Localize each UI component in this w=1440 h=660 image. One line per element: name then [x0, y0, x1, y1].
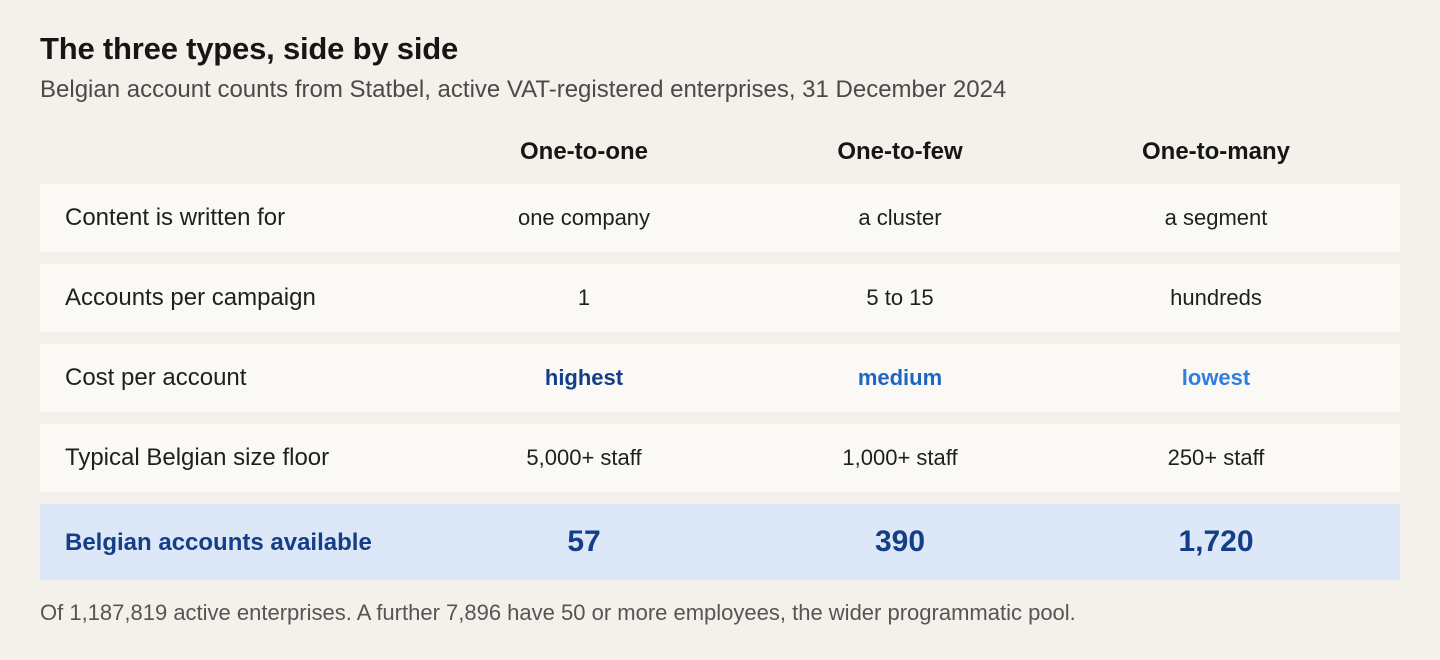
table-row-accounts-available: Belgian accounts available 57 390 1,720 [40, 504, 1400, 580]
page-title: The three types, side by side [40, 31, 459, 66]
table-cell: 1,000+ staff [842, 445, 958, 470]
total-value: 57 [567, 525, 601, 558]
cost-cell-lowest: lowest [1181, 365, 1251, 390]
row-label: Cost per account [65, 364, 247, 391]
table-row-cost-per-account: Cost per account highest medium lowest [40, 344, 1400, 412]
column-header-one-to-many: One-to-many [1141, 138, 1290, 165]
table-cell: a cluster [858, 205, 942, 230]
row-label: Typical Belgian size floor [65, 444, 330, 471]
table-row-size-floor: Typical Belgian size floor 5,000+ staff … [40, 424, 1400, 492]
total-value: 390 [874, 525, 926, 558]
column-headers: One-to-one One-to-few One-to-many [40, 138, 1400, 172]
table-cell: one company [517, 205, 651, 230]
cost-cell-medium: medium [857, 365, 943, 390]
row-label: Content is written for [65, 204, 286, 231]
table-cell: 5,000+ staff [526, 445, 642, 470]
column-header-one-to-one: One-to-one [520, 138, 648, 165]
table-row-accounts-per-campaign: Accounts per campaign 1 5 to 15 hundreds [40, 264, 1400, 332]
column-header-one-to-few: One-to-few [837, 138, 963, 165]
table-cell: 5 to 15 [866, 285, 934, 310]
total-row-label: Belgian accounts available [65, 529, 372, 556]
table-cell: hundreds [1170, 285, 1262, 310]
footnote: Of 1,187,819 active enterprises. A furth… [40, 600, 1076, 625]
table-cell: 250+ staff [1167, 445, 1265, 470]
row-label: Accounts per campaign [65, 284, 316, 311]
table-cell: a segment [1164, 205, 1268, 230]
table-row-content-written-for: Content is written for one company a clu… [40, 184, 1400, 252]
page-subtitle: Belgian account counts from Statbel, act… [40, 76, 1007, 103]
table-cell: 1 [577, 285, 591, 310]
total-value: 1,720 [1178, 525, 1254, 558]
cost-cell-highest: highest [544, 365, 624, 390]
